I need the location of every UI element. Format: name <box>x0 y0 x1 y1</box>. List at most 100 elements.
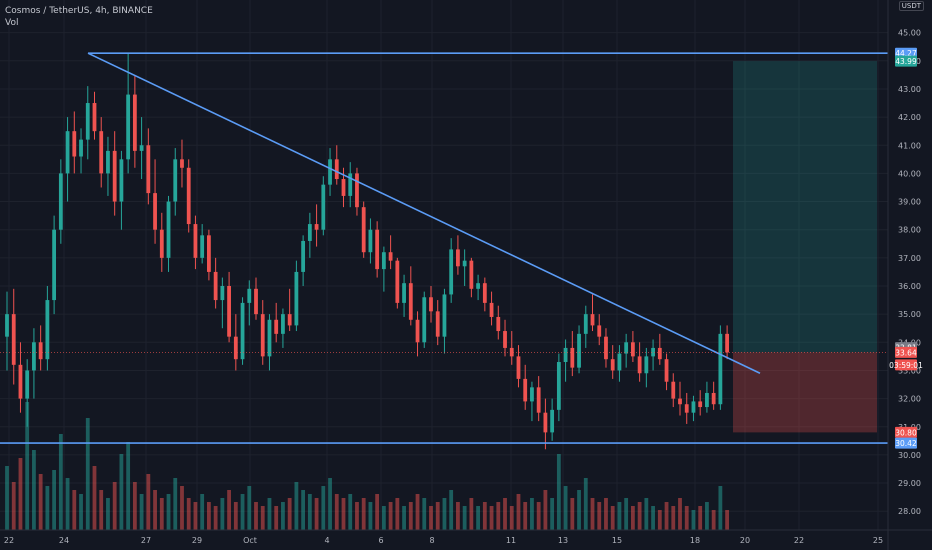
volume-bar <box>180 486 184 530</box>
candle-body <box>119 159 124 202</box>
candle-body <box>476 283 480 289</box>
trend-drawings[interactable] <box>0 52 888 444</box>
volume-bar <box>132 482 137 530</box>
candle-body <box>604 336 608 360</box>
volume-bar <box>274 506 279 530</box>
price-label-text: 30.80 <box>895 428 917 437</box>
volume-bar <box>429 506 433 530</box>
price-tick-label: 35.00 <box>898 310 921 319</box>
candle-body <box>274 319 279 334</box>
candle-body <box>651 347 655 357</box>
volume-bar <box>112 482 117 530</box>
volume-bar <box>307 494 312 530</box>
candle-body <box>153 193 157 230</box>
volume-bar <box>159 498 164 530</box>
volume-bar <box>45 486 50 530</box>
candle-body <box>442 294 447 337</box>
candle-body <box>536 387 541 413</box>
volume-bar <box>361 498 366 530</box>
candle-body <box>207 235 211 272</box>
volume-bar <box>550 498 555 530</box>
time-tick-label: 6 <box>378 536 383 545</box>
volume-bar <box>415 494 420 530</box>
volume-bar <box>11 482 16 530</box>
volume-bar <box>58 434 63 530</box>
candle-body <box>381 252 386 270</box>
candle-body <box>630 342 635 357</box>
candle-body <box>435 311 440 337</box>
volume-bar <box>725 510 730 530</box>
currency-badge[interactable]: USDT <box>898 1 924 11</box>
volume-bar <box>213 506 218 530</box>
volume-bar <box>651 506 655 530</box>
candle-body <box>429 297 433 312</box>
candle-body <box>314 224 319 230</box>
volume-bar <box>227 490 231 530</box>
volume-bar <box>718 486 723 530</box>
time-tick-label: 29 <box>192 536 202 545</box>
candle-body <box>65 131 70 174</box>
volume-bar <box>509 506 514 530</box>
candle-body <box>583 314 588 334</box>
volume-bar <box>637 502 642 530</box>
volume-bar <box>247 486 252 530</box>
volume-bar <box>543 490 548 530</box>
candle-body <box>610 359 615 371</box>
volume-label: Vol <box>5 18 19 28</box>
candle-body <box>112 150 117 202</box>
candle-body <box>368 229 373 253</box>
volume-bar <box>503 498 507 530</box>
candle-body <box>193 224 198 258</box>
volume-bar <box>469 498 474 530</box>
volume-bar <box>314 498 319 530</box>
price-tick-label: 43.00 <box>898 85 921 94</box>
symbol-title: Cosmos / TetherUS, 4h, BINANCE <box>5 6 153 16</box>
candle-body <box>25 370 30 399</box>
price-tick-label: 41.00 <box>898 141 921 150</box>
volume-bar <box>402 506 406 530</box>
candle-body <box>99 131 104 174</box>
price-tick-label: 33.00 <box>898 366 921 375</box>
candle-body <box>577 333 581 368</box>
volume-bar <box>153 490 157 530</box>
volume-bar <box>604 498 608 530</box>
candle-body <box>85 103 90 140</box>
time-axis[interactable]: 22 24 27 29 Oct 4 6 8 11 13 15 18 20 22 25 <box>0 529 932 545</box>
volume-bar <box>442 498 447 530</box>
volume-bar <box>705 502 709 530</box>
volume-bar <box>523 502 528 530</box>
candle-body <box>691 401 696 413</box>
price-tick-label: 40.00 <box>898 169 921 178</box>
candle-body <box>563 347 568 363</box>
candle-body <box>624 342 629 354</box>
price-tick-label: 37.00 <box>898 254 921 263</box>
candle-body <box>287 314 292 326</box>
price-tick-label: 30.00 <box>898 451 921 460</box>
volume-bar <box>583 478 588 530</box>
volume-bar <box>530 498 534 530</box>
time-tick-label: 11 <box>506 536 516 545</box>
candle-body <box>240 302 245 360</box>
volume-bar <box>99 490 104 530</box>
candle-body <box>482 283 487 303</box>
volume-bar <box>482 502 487 530</box>
volume-bar <box>126 442 131 530</box>
candle-body <box>213 271 218 301</box>
volume-bar <box>348 494 353 530</box>
time-tick-label: 24 <box>59 536 69 545</box>
candle-body <box>496 316 501 332</box>
price-tick-label: 36.00 <box>898 282 921 291</box>
volume-bar <box>334 494 339 530</box>
candle-body <box>637 356 642 374</box>
candle-body <box>45 300 50 360</box>
volume-bar <box>449 490 454 530</box>
candle-body <box>503 331 507 348</box>
volume-bar <box>173 478 178 530</box>
candle-body <box>11 314 16 365</box>
candle-body <box>556 362 561 410</box>
volume-bar <box>146 474 151 530</box>
volume-bar <box>570 498 575 530</box>
volume-bar <box>691 510 696 530</box>
